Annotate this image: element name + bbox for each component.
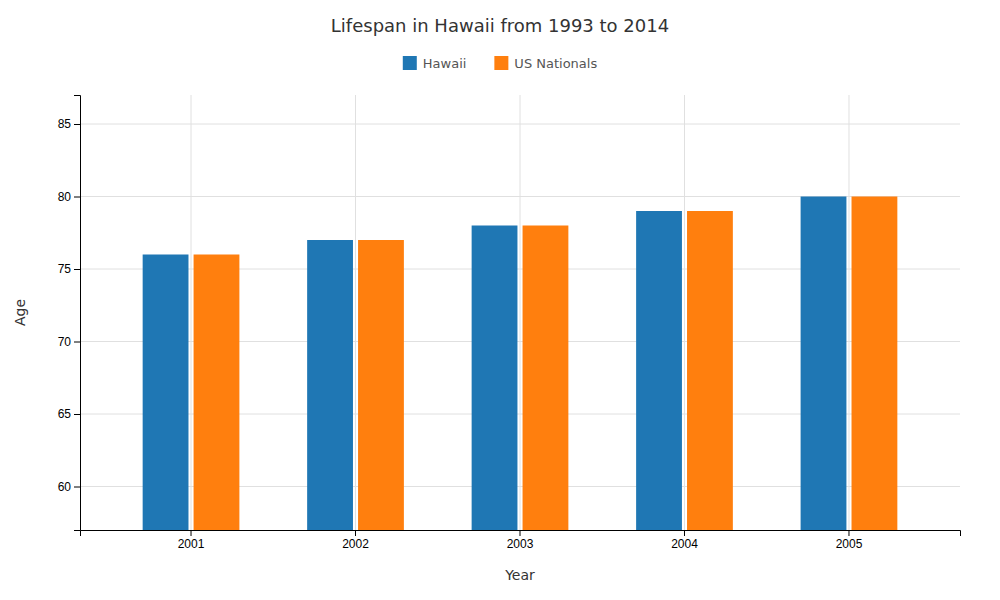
tick-label: 2005 xyxy=(836,537,863,551)
tick-mark xyxy=(74,197,80,198)
legend-swatch xyxy=(403,56,417,70)
tick: 60 xyxy=(58,480,80,494)
legend: Hawaii US Nationals xyxy=(403,56,598,71)
grid-line xyxy=(684,95,685,530)
bar xyxy=(523,226,569,531)
tick: 2001 xyxy=(178,530,205,551)
tick-label: 2002 xyxy=(342,537,369,551)
tick-label: 60 xyxy=(58,480,72,494)
legend-label: Hawaii xyxy=(423,56,467,71)
bar xyxy=(143,255,189,531)
tick-mark xyxy=(74,342,80,343)
plot-area: 2001 2002 2003 2004 2005 60 65 70 75 80 85 xyxy=(58,95,961,600)
tick-label: 2003 xyxy=(507,537,534,551)
tick: 65 xyxy=(58,407,80,421)
tick: 80 xyxy=(58,190,80,204)
tick: 2003 xyxy=(507,530,534,551)
y-axis-title: Age xyxy=(12,299,28,326)
bar xyxy=(307,240,353,530)
tick: 2004 xyxy=(671,530,698,551)
tick-label: 65 xyxy=(58,407,72,421)
legend-label: US Nationals xyxy=(514,56,597,71)
grid-line xyxy=(191,95,192,530)
grid-line xyxy=(848,95,849,530)
tick-label: 2004 xyxy=(671,537,698,551)
x-axis: 2001 2002 2003 2004 2005 xyxy=(81,530,961,551)
legend-item: US Nationals xyxy=(494,56,597,71)
bar xyxy=(472,226,518,531)
tick-mark xyxy=(684,530,685,536)
tick: 2005 xyxy=(836,530,863,551)
tick: 70 xyxy=(58,335,80,349)
legend-item: Hawaii xyxy=(403,56,467,71)
tick: 75 xyxy=(58,262,80,276)
axis-line xyxy=(81,531,961,537)
tick-mark xyxy=(355,530,356,536)
x-axis-title: Year xyxy=(504,567,535,583)
bar xyxy=(636,211,682,530)
tick-label: 70 xyxy=(58,335,72,349)
grid-line xyxy=(520,95,521,530)
axis-line xyxy=(74,96,81,531)
tick-mark xyxy=(520,530,521,536)
tick-mark xyxy=(191,530,192,536)
tick-mark xyxy=(74,487,80,488)
bar xyxy=(687,211,733,530)
grid-line xyxy=(355,95,356,530)
y-axis: 60 65 70 75 80 85 xyxy=(58,96,81,531)
title: Lifespan in Hawaii from 1993 to 2014 xyxy=(331,15,669,36)
bar xyxy=(358,240,404,530)
chart: 2001 2002 2003 2004 2005 60 65 70 75 80 85 Year Age L… xyxy=(0,0,1000,600)
bar xyxy=(194,255,240,531)
tick-label: 75 xyxy=(58,262,72,276)
tick-mark xyxy=(74,124,80,125)
legend-swatch xyxy=(494,56,508,70)
bar xyxy=(801,197,847,531)
tick-label: 85 xyxy=(58,117,72,131)
tick: 2002 xyxy=(342,530,369,551)
tick-mark xyxy=(74,269,80,270)
bars xyxy=(143,197,898,531)
series xyxy=(194,197,898,531)
tick-mark xyxy=(848,530,849,536)
tick-label: 80 xyxy=(58,190,72,204)
tick-label: 2001 xyxy=(178,537,205,551)
tick: 85 xyxy=(58,117,80,131)
series xyxy=(143,197,847,531)
bar xyxy=(852,197,898,531)
tick-mark xyxy=(74,414,80,415)
